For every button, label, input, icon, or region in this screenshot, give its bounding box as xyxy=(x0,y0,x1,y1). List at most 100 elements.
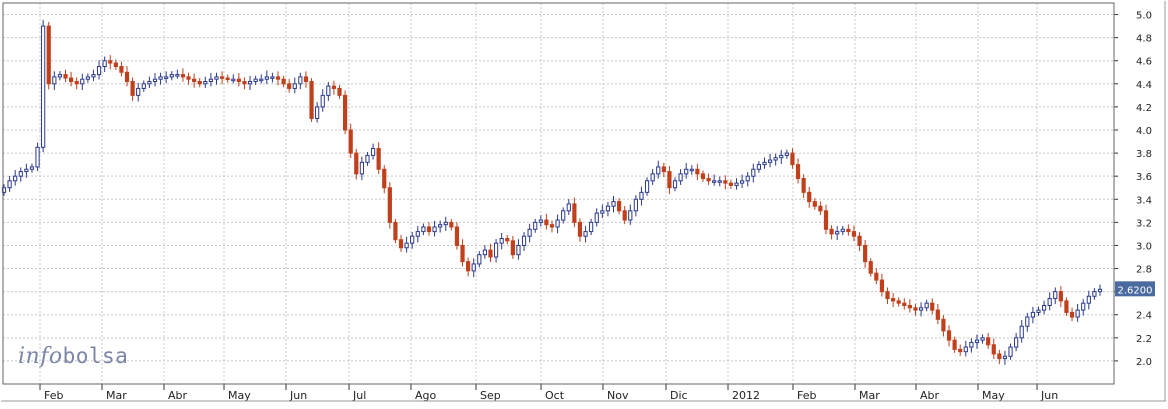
x-tick-label: Oct xyxy=(545,389,565,402)
x-tick-label: Feb xyxy=(797,389,816,402)
candle-body xyxy=(740,180,745,184)
candle-body xyxy=(874,272,879,281)
candle-body xyxy=(549,224,555,228)
candle-body xyxy=(499,238,504,244)
candle-body xyxy=(885,291,890,300)
candle-body xyxy=(1030,311,1035,318)
candle-body xyxy=(974,339,980,343)
candle-body xyxy=(913,307,918,311)
candle-body xyxy=(63,74,68,79)
candle-body xyxy=(605,205,611,212)
candle-body xyxy=(281,78,286,85)
candle-body xyxy=(52,76,57,85)
candle-body xyxy=(879,279,885,293)
candle-body xyxy=(527,228,532,237)
candle-body xyxy=(639,191,644,200)
candle-body xyxy=(767,159,773,163)
candle-body xyxy=(460,244,465,263)
candle-body xyxy=(264,76,269,80)
x-tick-label: Abr xyxy=(168,389,188,402)
candle-body xyxy=(706,177,711,182)
candle-body xyxy=(214,76,219,80)
candle-body xyxy=(482,249,487,256)
candle-body xyxy=(331,85,337,89)
candle-body xyxy=(203,81,208,85)
candle-body xyxy=(493,242,499,258)
candle-body xyxy=(538,219,543,223)
candle-body xyxy=(611,201,616,207)
candle-body xyxy=(835,231,840,235)
candle-body xyxy=(426,226,432,233)
candle-body xyxy=(863,244,868,263)
candle-body xyxy=(723,180,728,184)
candle-body xyxy=(46,25,51,85)
candle-body xyxy=(689,168,694,172)
candle-body xyxy=(85,76,90,80)
logo-part-2: bolsa xyxy=(62,344,129,368)
candle-body xyxy=(152,78,158,83)
candle-body xyxy=(147,81,152,85)
candle-body xyxy=(354,152,359,175)
candle-body xyxy=(941,318,946,332)
grid-layer xyxy=(3,3,1114,384)
candle-body xyxy=(644,180,650,193)
candle-body xyxy=(695,168,700,175)
candle-body xyxy=(896,300,901,304)
candle-body xyxy=(309,81,314,119)
candle-body xyxy=(544,219,549,226)
candle-body xyxy=(784,152,789,156)
candle-body xyxy=(773,157,778,161)
candle-body xyxy=(415,231,420,237)
candle-body xyxy=(1047,298,1052,306)
candle-body xyxy=(197,81,202,85)
candle-body xyxy=(247,81,253,85)
candle-body xyxy=(164,76,169,79)
y-tick-label: 2.4 xyxy=(1136,311,1152,322)
candle-body xyxy=(298,76,303,85)
candle-body xyxy=(986,337,991,346)
candle-body xyxy=(387,187,392,223)
x-tick-label: 2012 xyxy=(732,389,760,402)
y-tick-label: 5.0 xyxy=(1136,11,1152,22)
candle-body xyxy=(829,228,834,235)
candle-body xyxy=(259,78,264,82)
plot-background xyxy=(3,3,1114,384)
y-tick-label: 4.0 xyxy=(1136,126,1152,137)
candle-body xyxy=(583,231,588,237)
x-tick-label: Dic xyxy=(670,389,688,402)
logo-part-1: info xyxy=(18,344,63,369)
last-price-tag xyxy=(1115,281,1155,297)
candle-body xyxy=(443,221,448,226)
y-tick-label: 2.0 xyxy=(1136,357,1152,368)
x-tick-label: Nov xyxy=(607,389,629,402)
candle-body xyxy=(555,219,560,228)
x-tick-label: Mar xyxy=(859,389,880,402)
candle-body xyxy=(779,154,784,159)
x-tick-label: Ago xyxy=(415,389,437,402)
y-tick-label: 4.4 xyxy=(1136,80,1152,91)
candle-body xyxy=(521,235,527,246)
candle-body xyxy=(169,74,174,78)
candle-body xyxy=(303,76,309,83)
candle-body xyxy=(477,254,482,265)
candle-body xyxy=(566,203,571,212)
candle-body xyxy=(935,309,940,320)
candle-body xyxy=(891,298,896,302)
candle-body xyxy=(918,307,924,311)
candle-body xyxy=(633,198,638,212)
candle-body xyxy=(577,221,583,237)
candle-body xyxy=(902,302,907,306)
candle-body xyxy=(326,85,331,96)
candle-body xyxy=(857,235,862,246)
candle-body xyxy=(762,161,767,166)
candle-body xyxy=(667,171,672,189)
candle-body xyxy=(393,221,398,241)
candle-body xyxy=(124,71,130,83)
candle-body xyxy=(589,221,594,233)
y-tick-label: 2.8 xyxy=(1136,265,1152,276)
candle-body xyxy=(1025,316,1030,327)
x-tick-label: Jul xyxy=(352,389,366,402)
candle-body xyxy=(946,330,952,341)
candle-body xyxy=(756,164,761,170)
candle-body xyxy=(35,146,40,168)
